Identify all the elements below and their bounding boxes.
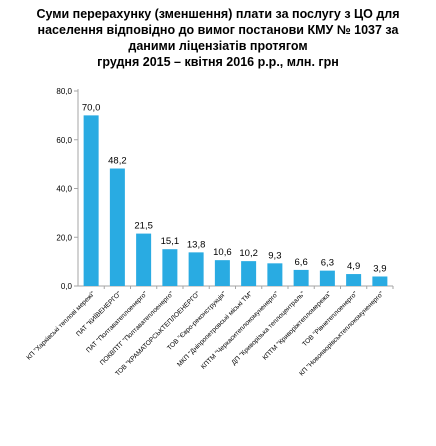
bar [293,269,309,286]
y-tick-label: 0,0 [61,282,73,291]
data-label: 21,5 [134,221,153,232]
y-tick-label: 40,0 [56,185,72,194]
bar [136,233,152,286]
y-tick-label: 80,0 [56,87,72,96]
axes [74,89,394,289]
bars [83,115,388,286]
data-label: 10,2 [239,248,258,259]
bar [372,276,388,286]
chart-title-line-1: Суми перерахунку (зменшення) плати за по… [36,7,400,21]
data-label: 9,3 [268,250,281,261]
chart-title-line-3: даними ліцензіатів протягом [128,39,308,53]
chart-title: Суми перерахунку (зменшення) плати за по… [0,6,436,70]
chart-title-line-4: грудня 2015 – квітня 2016 р.р., млн. грн [97,55,339,69]
data-label: 70,0 [82,102,101,113]
category-label: ПАТ "КИЇВЕНЕРГО" [75,289,124,338]
chart-title-line-2: населення відповідно до вимог постанови … [37,23,399,37]
bar [109,168,125,286]
data-label: 4,9 [347,261,360,272]
data-label: 6,6 [295,257,308,268]
bar [319,270,335,286]
data-label: 3,9 [373,263,386,274]
y-tick-label: 60,0 [56,136,72,145]
labels: 0,020,040,060,080,070,0КП "Харківські те… [25,87,387,378]
bar [241,261,257,286]
bar [346,274,362,286]
bar [267,263,283,286]
data-label: 15,1 [161,236,180,247]
data-label: 13,8 [187,239,206,250]
data-label: 6,3 [321,258,334,269]
bar [188,252,204,286]
y-tick-label: 20,0 [56,233,72,242]
bar [214,260,230,286]
data-label: 10,6 [213,247,232,258]
bar [83,115,99,286]
data-label: 48,2 [108,156,127,167]
bar [162,249,178,286]
